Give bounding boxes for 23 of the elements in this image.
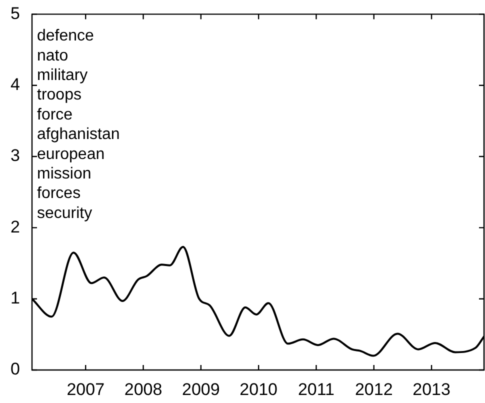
y-tick-label: 3 bbox=[10, 146, 20, 166]
annotation: defence bbox=[37, 28, 94, 45]
x-tick-label: 2012 bbox=[354, 380, 393, 399]
annotation: afghanistan bbox=[37, 126, 120, 144]
y-tick-label: 4 bbox=[10, 75, 20, 94]
x-tick-label: 2008 bbox=[124, 380, 162, 399]
x-tick-label: 2010 bbox=[240, 380, 278, 399]
annotation: troops bbox=[37, 86, 82, 104]
annotation: force bbox=[37, 106, 73, 124]
x-tick-label: 2011 bbox=[298, 380, 335, 399]
y-tick-label: 2 bbox=[10, 217, 20, 236]
x-tick-label: 2007 bbox=[66, 380, 105, 399]
y-tick-label: 5 bbox=[10, 4, 20, 23]
annotation: forces bbox=[37, 185, 81, 202]
x-tick-label: 2009 bbox=[182, 380, 220, 399]
y-tick-label: 0 bbox=[10, 360, 20, 379]
annotation: military bbox=[37, 67, 88, 84]
annotation: nato bbox=[37, 47, 68, 64]
annotation: security bbox=[37, 204, 92, 222]
x-tick-label: 2013 bbox=[412, 380, 450, 399]
y-tick-label: 1 bbox=[10, 288, 20, 308]
annotation: european bbox=[37, 146, 105, 163]
annotation: mission bbox=[37, 166, 92, 183]
